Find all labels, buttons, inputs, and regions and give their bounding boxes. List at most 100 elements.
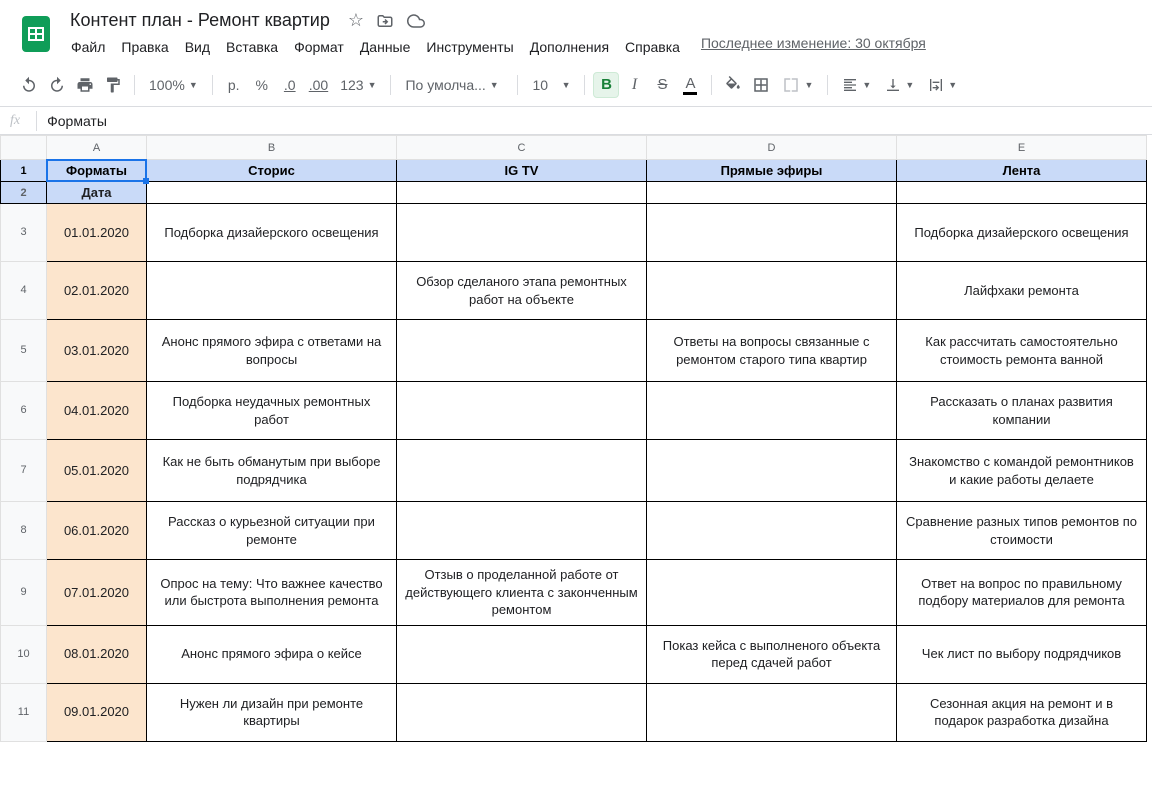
cell[interactable] [397, 502, 647, 560]
cell[interactable]: Отзыв о проделанной работе от действующе… [397, 560, 647, 626]
cell[interactable]: 03.01.2020 [47, 320, 147, 382]
font-size-dropdown[interactable]: 10▼ [526, 72, 576, 98]
cell[interactable] [647, 560, 897, 626]
cell[interactable]: Сторис [147, 160, 397, 182]
menu-Вид[interactable]: Вид [178, 35, 217, 59]
cell[interactable]: Подборка дизайерского освещения [897, 204, 1147, 262]
cell[interactable] [397, 320, 647, 382]
fill-color-button[interactable] [720, 72, 746, 98]
horizontal-align-button[interactable]: ▼ [836, 72, 877, 98]
star-icon[interactable]: ☆ [348, 10, 364, 31]
cell[interactable] [397, 440, 647, 502]
row-header-2[interactable]: 2 [1, 182, 47, 204]
document-title[interactable]: Контент план - Ремонт квартир [64, 8, 336, 33]
cell[interactable]: 04.01.2020 [47, 382, 147, 440]
font-dropdown[interactable]: По умолча...▼ [399, 72, 509, 98]
cell[interactable] [647, 182, 897, 204]
increase-decimal-button[interactable]: .00 [305, 72, 332, 98]
cell[interactable] [397, 625, 647, 683]
menu-Вставка[interactable]: Вставка [219, 35, 285, 59]
cell[interactable]: Лайфхаки ремонта [897, 262, 1147, 320]
cell[interactable] [397, 182, 647, 204]
paint-format-button[interactable] [100, 72, 126, 98]
cell[interactable]: Форматы [47, 160, 147, 182]
cell[interactable]: 09.01.2020 [47, 683, 147, 741]
cell[interactable]: Сравнение разных типов ремонтов по стоим… [897, 502, 1147, 560]
row-header-4[interactable]: 4 [1, 262, 47, 320]
row-header-10[interactable]: 10 [1, 625, 47, 683]
text-wrap-button[interactable]: ▼ [922, 72, 963, 98]
cell[interactable] [397, 204, 647, 262]
menu-Справка[interactable]: Справка [618, 35, 687, 59]
strikethrough-button[interactable]: S [649, 72, 675, 98]
cell[interactable]: Анонс прямого эфира о кейсе [147, 625, 397, 683]
cell[interactable]: 07.01.2020 [47, 560, 147, 626]
col-header-C[interactable]: C [397, 136, 647, 160]
cell[interactable]: Как рассчитать самостоятельно стоимость … [897, 320, 1147, 382]
cell[interactable]: Подборка дизайерского освещения [147, 204, 397, 262]
cell[interactable]: Дата [47, 182, 147, 204]
cloud-icon[interactable] [406, 12, 426, 30]
cell[interactable]: Опрос на тему: Что важнее качество или б… [147, 560, 397, 626]
sheets-logo[interactable] [16, 14, 56, 54]
currency-button[interactable]: р. [221, 72, 247, 98]
bold-button[interactable]: B [593, 72, 619, 98]
col-header-B[interactable]: B [147, 136, 397, 160]
row-header-3[interactable]: 3 [1, 204, 47, 262]
row-header-11[interactable]: 11 [1, 683, 47, 741]
select-all-corner[interactable] [1, 136, 47, 160]
cell[interactable] [647, 440, 897, 502]
cell[interactable] [647, 502, 897, 560]
cell[interactable] [647, 683, 897, 741]
spreadsheet-grid[interactable]: A B C D E 1ФорматыСторисIG TVПрямые эфир… [0, 135, 1152, 742]
cell[interactable]: 01.01.2020 [47, 204, 147, 262]
cell[interactable]: 06.01.2020 [47, 502, 147, 560]
cell[interactable]: Подборка неудачных ремонтных работ [147, 382, 397, 440]
percent-button[interactable]: % [249, 72, 275, 98]
formula-input[interactable]: Форматы [47, 113, 107, 129]
merge-cells-button[interactable]: ▼ [776, 72, 819, 98]
last-edit-link[interactable]: Последнее изменение: 30 октября [701, 35, 926, 59]
menu-Данные[interactable]: Данные [353, 35, 418, 59]
menu-Дополнения[interactable]: Дополнения [523, 35, 616, 59]
row-header-6[interactable]: 6 [1, 382, 47, 440]
col-header-E[interactable]: E [897, 136, 1147, 160]
italic-button[interactable]: I [621, 72, 647, 98]
text-color-button[interactable]: A [677, 72, 703, 98]
zoom-dropdown[interactable]: 100%▼ [143, 72, 204, 98]
cell[interactable]: Нужен ли дизайн при ремонте квартиры [147, 683, 397, 741]
row-header-9[interactable]: 9 [1, 560, 47, 626]
menu-Правка[interactable]: Правка [114, 35, 175, 59]
cell[interactable] [147, 262, 397, 320]
cell[interactable]: Показ кейса с выполненого объекта перед … [647, 625, 897, 683]
cell[interactable]: Рассказать о планах развития компании [897, 382, 1147, 440]
menu-Инструменты[interactable]: Инструменты [419, 35, 520, 59]
cell[interactable]: Анонс прямого эфира с ответами на вопрос… [147, 320, 397, 382]
cell[interactable]: Ответ на вопрос по правильному подбору м… [897, 560, 1147, 626]
decrease-decimal-button[interactable]: .0 [277, 72, 303, 98]
cell[interactable] [147, 182, 397, 204]
cell[interactable]: Прямые эфиры [647, 160, 897, 182]
cell[interactable]: Знакомство с командой ремонтников и каки… [897, 440, 1147, 502]
number-format-dropdown[interactable]: 123▼ [334, 72, 382, 98]
cell[interactable] [397, 382, 647, 440]
cell[interactable]: IG TV [397, 160, 647, 182]
cell[interactable] [897, 182, 1147, 204]
redo-button[interactable] [44, 72, 70, 98]
row-header-8[interactable]: 8 [1, 502, 47, 560]
cell[interactable]: 02.01.2020 [47, 262, 147, 320]
menu-Файл[interactable]: Файл [64, 35, 112, 59]
col-header-D[interactable]: D [647, 136, 897, 160]
col-header-A[interactable]: A [47, 136, 147, 160]
cell[interactable] [647, 204, 897, 262]
vertical-align-button[interactable]: ▼ [879, 72, 920, 98]
row-header-7[interactable]: 7 [1, 440, 47, 502]
move-icon[interactable] [376, 12, 394, 30]
undo-button[interactable] [16, 72, 42, 98]
cell[interactable]: 08.01.2020 [47, 625, 147, 683]
cell[interactable]: Ответы на вопросы связанные с ремонтом с… [647, 320, 897, 382]
cell[interactable]: Обзор сделаного этапа ремонтных работ на… [397, 262, 647, 320]
cell[interactable]: Как не быть обманутым при выборе подрядч… [147, 440, 397, 502]
cell[interactable]: Рассказ о курьезной ситуации при ремонте [147, 502, 397, 560]
row-header-5[interactable]: 5 [1, 320, 47, 382]
